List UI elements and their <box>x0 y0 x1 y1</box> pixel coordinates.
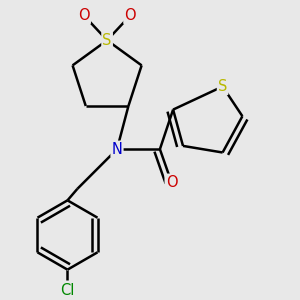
Text: S: S <box>102 33 112 48</box>
Text: O: O <box>78 8 90 23</box>
Text: Cl: Cl <box>60 283 75 298</box>
Text: N: N <box>112 142 122 157</box>
Text: O: O <box>124 8 136 23</box>
Text: S: S <box>218 79 227 94</box>
Text: O: O <box>166 175 177 190</box>
